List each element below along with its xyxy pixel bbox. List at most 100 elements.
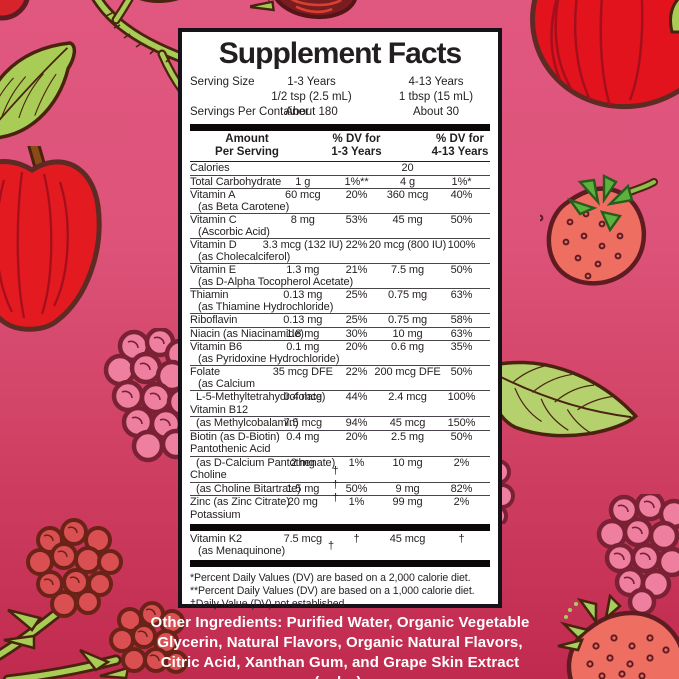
dv-4-13-years: 82% <box>450 482 473 495</box>
nutrient-row: (as D-Calcium Pantothenate) 2 mg 1% 10 m… <box>190 455 490 470</box>
amount-4-13-years: 0.6 mg <box>390 341 425 353</box>
amount-4-13-years: 45 mcg <box>389 533 426 545</box>
dv-1-3-years: 1% <box>348 456 365 469</box>
amount-4-13-years: 10 mg <box>392 456 423 469</box>
amount-1-3-years: 0.1 mg <box>286 341 320 353</box>
nutrient-name: Biotin (as D-Biotin) <box>190 430 280 443</box>
nutrient-row: Zinc (as Zinc Citrate) 20 mg 1% 99 mg 2%… <box>190 492 490 509</box>
dv-1-3-years: 94% <box>345 417 368 429</box>
dv-1-3-years: 44% <box>345 391 368 403</box>
amount-4-13-years: 0.75 mg <box>387 289 428 301</box>
dv-1-3-years: 25% <box>345 289 368 301</box>
nutrient-row: Biotin (as D-Biotin) 0.4 mg 20% 2.5 mg 5… <box>190 429 490 444</box>
nutrient-row: Total Carbohydrate 1 g 1%** 4 g 1%* <box>190 174 490 189</box>
dv-4-13-years: 2% <box>453 456 470 469</box>
nutrient-name: Thiamin <box>190 289 229 301</box>
dv-4-13-years: 50% <box>450 366 473 378</box>
amount-4-13-years: 10 mg <box>392 327 423 340</box>
servings-count-2: About 30 <box>412 106 460 118</box>
raspberry-bottom-right-illustration <box>596 494 679 614</box>
amount-4-13-years: 2.4 mcg <box>388 391 427 403</box>
dv-4-13-years: 50% <box>450 264 473 276</box>
nutrient-name: Potassium <box>190 508 241 521</box>
apple-illustration <box>0 146 102 332</box>
dv-4-13-years: 2% <box>453 496 470 508</box>
nutrient-row: Calories 20 <box>190 162 490 175</box>
dv-1-3-years: 1%** <box>344 175 369 188</box>
strawberry-top-center-illustration <box>250 0 359 20</box>
amount-4-13-years: 99 mg <box>392 496 423 508</box>
nutrient-name-line2: (as Thiamine Hydrochloride) <box>198 301 334 313</box>
amount-1-3-years: 60 mcg <box>285 189 321 201</box>
nutrient-name-line2: (as Cholecalciferol) <box>198 251 291 263</box>
amount-1-3-years: 0.4 mg <box>286 430 320 443</box>
dv-1-3-years: 25% <box>345 314 368 326</box>
nutrient-row: Thiamin (as Thiamine Hydrochloride) 0.13… <box>190 288 490 313</box>
dv-1-3-years: 53% <box>345 214 368 226</box>
dv-4-13-years: 150% <box>447 417 476 429</box>
dv-4-13-years: 63% <box>450 289 473 301</box>
dagger-symbol: † <box>332 465 339 477</box>
dagger-symbol: † <box>332 492 339 504</box>
amount-4-13-years: 0.75 mg <box>387 314 428 326</box>
nutrient-name: Folate <box>190 366 220 378</box>
amount-4-13-years: 2.5 mg <box>390 430 425 443</box>
amount-1-3-years: 8 mg <box>290 214 315 226</box>
nutrient-name-line2: (as D-Alpha Tocopherol Acetate) <box>198 276 354 288</box>
nutrient-name: L-5-Methyltetrahydrofolate) <box>196 391 326 403</box>
dv-1-3-years: 50% <box>345 482 368 495</box>
nutrient-row: Vitamin K2 (as Menaquinone) 7.5 mcg † 45… <box>190 533 490 557</box>
amount-1-3-years: 0.13 mg <box>283 289 323 301</box>
other-ingredients-text: Other Ingredients: Purified Water, Organ… <box>150 614 530 679</box>
amount-4-13-years: 20 mcg (800 IU) <box>368 239 447 251</box>
nutrient-name-line2: (Ascorbic Acid) <box>198 226 270 238</box>
serving-size-label: Serving Size <box>190 76 255 88</box>
footnotes: *Percent Daily Values (DV) are based on … <box>190 569 490 610</box>
servings-count-1: About 180 <box>285 106 338 118</box>
supplement-facts-panel: Supplement Facts Serving Size 1-3 Years … <box>178 28 502 610</box>
servings-per-container-label: Servings Per Container <box>190 106 309 118</box>
nutrient-row: Vitamin D (as Cholecalciferol) 3.3 mcg (… <box>190 238 490 263</box>
nutrient-name: Vitamin K2 <box>190 533 242 545</box>
nutrient-row: (as Methylcobalamin) 7.5 mcg 94% 45 mcg … <box>190 416 490 430</box>
nutrient-row: Niacin (as Niacinamide) 1.8 mg 30% 10 mg… <box>190 326 490 341</box>
footnote-3: †Daily Value (DV) not established. <box>190 597 348 610</box>
amount-4-13-years: 7.5 mg <box>390 264 425 276</box>
servings-per-container-row: Servings Per Container About 180 About 3… <box>190 106 490 121</box>
nutrient-row: L-5-Methyltetrahydrofolate) 0.4 mcg 44% … <box>190 390 490 404</box>
separator-bar <box>190 524 490 531</box>
nutrient-row: Potassium <box>190 509 490 522</box>
amount-1-3-years: 0.4 mcg <box>283 391 323 403</box>
amount-1-3-years: 0.13 mg <box>283 314 323 326</box>
amount-4-13-years: 20 <box>401 162 414 174</box>
nutrient-name: Calories <box>190 162 230 174</box>
dv-1-3-years: 20% <box>345 341 368 353</box>
serving-amount-2: 1 tbsp (15 mL) <box>398 91 474 103</box>
dv-4-13-years: † <box>458 533 465 545</box>
amount-4-13-years: 45 mg <box>392 214 423 226</box>
amount-1-3-years: 1.3 mg <box>286 264 320 276</box>
nutrient-name-line2: (as Pyridoxine Hydrochloride) <box>198 353 340 365</box>
leaf-right-illustration <box>502 360 639 438</box>
nutrient-row: Choline † <box>190 465 490 482</box>
nutrient-name: (as D-Calcium Pantothenate) <box>196 456 336 469</box>
nutrient-name: (as Methylcobalamin) <box>196 417 299 429</box>
apple-top-right-illustration <box>530 0 679 110</box>
nutrient-name: Vitamin D <box>190 239 237 251</box>
nutrient-row: Vitamin A (as Beta Carotene) 60 mcg 20% … <box>190 188 490 213</box>
serving-size-row: Serving Size 1-3 Years 4-13 Years <box>190 76 490 91</box>
age-group-1: 1-3 Years <box>287 76 336 88</box>
dv-1-3-years: 20% <box>345 430 368 443</box>
nutrient-name: Vitamin B6 <box>190 341 242 353</box>
nutrient-name-line2: (as Menaquinone) <box>198 545 286 557</box>
serving-amount-1: 1/2 tsp (2.5 mL) <box>271 91 352 103</box>
age-group-2: 4-13 Years <box>408 76 464 88</box>
nutrient-name: (as Choline Bitartrate) <box>196 482 301 495</box>
nutrient-name-line2: (as Calcium <box>198 378 255 390</box>
leaf-top-right-corner-illustration <box>669 0 679 34</box>
nutrient-name: Vitamin B12 <box>190 403 249 416</box>
nutrient-name: Choline <box>190 469 227 481</box>
table-header: Amount Per Serving % DV for 1-3 Years % DV… <box>190 133 490 162</box>
amount-1-3-years: 7.5 mcg <box>283 533 323 545</box>
